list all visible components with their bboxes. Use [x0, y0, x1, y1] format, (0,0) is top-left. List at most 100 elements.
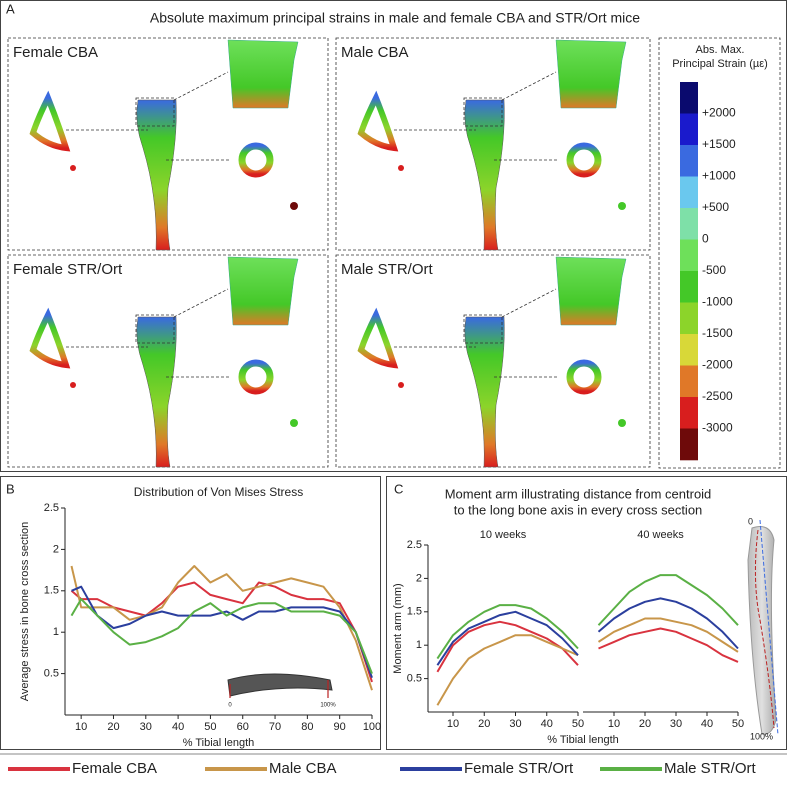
- tibia: [136, 316, 177, 468]
- x-tick-label: 30: [140, 721, 152, 733]
- colorbar-label: -2500: [702, 389, 733, 403]
- connector: [173, 71, 229, 101]
- line-series: [436, 604, 579, 660]
- line-series: [597, 597, 739, 650]
- c-bone-label: 100%: [750, 731, 773, 741]
- inset-bone: [227, 673, 333, 697]
- bone-section: [29, 90, 71, 152]
- y-axis-label: Average stress in bone cross section: [19, 522, 31, 702]
- y-tick-label: 0.5: [407, 673, 422, 685]
- colorbar-label: -2000: [702, 358, 733, 372]
- zoom-box: [463, 314, 503, 344]
- legend-label: Female STR/Ort: [464, 760, 574, 777]
- top-inset: [555, 39, 627, 109]
- x-tick-label: 90: [334, 721, 346, 733]
- subpanel-title: Male STR/Ort: [341, 261, 434, 278]
- colorbar-swatch: [680, 365, 698, 398]
- x-tick-label: 30: [509, 718, 521, 730]
- colorbar-swatch: [680, 145, 698, 177]
- colorbar-title: Abs. Max.: [696, 44, 745, 56]
- line-series: [436, 610, 579, 666]
- bone-dot: [398, 165, 404, 171]
- panel-b-frame: [0, 476, 381, 750]
- line-series: [436, 634, 579, 706]
- chart-subtitle: 10 weeks: [480, 529, 527, 541]
- colorbar-swatch: [680, 271, 698, 303]
- x-tick-label: 100: [363, 721, 381, 733]
- y-tick-label: 1: [53, 626, 59, 638]
- colorbar-swatch: [680, 176, 698, 209]
- bone-dot: [290, 202, 298, 210]
- x-tick-label: 50: [204, 721, 216, 733]
- panel-a-title: Absolute maximum principal strains in ma…: [150, 10, 640, 26]
- chart-title: Distribution of Von Mises Stress: [134, 485, 303, 499]
- panel-label: B: [6, 481, 15, 496]
- y-tick-label: 0.5: [44, 668, 59, 680]
- x-tick-label: 60: [237, 721, 249, 733]
- colorbar-swatch: [680, 82, 698, 114]
- x-axis-label: % Tibial length: [183, 737, 255, 749]
- colorbar-label: -1000: [702, 295, 733, 309]
- colorbar-swatch: [680, 239, 698, 272]
- x-tick-label: 50: [732, 718, 744, 730]
- colorbar-label: +500: [702, 200, 729, 214]
- top-inset: [227, 39, 299, 109]
- bone-section: [357, 307, 399, 369]
- top-inset: [227, 256, 299, 326]
- subpanel-title: Female STR/Ort: [13, 261, 123, 278]
- panel-label: A: [6, 1, 15, 16]
- colorbar-swatch: [680, 428, 698, 461]
- panel-label: C: [394, 481, 403, 496]
- y-tick-label: 2.5: [407, 539, 422, 551]
- bone-section: [29, 307, 71, 369]
- y-axis-label: Moment arm (mm): [392, 583, 404, 673]
- colorbar-swatch: [680, 334, 698, 366]
- y-tick-label: 1.5: [407, 606, 422, 618]
- colorbar-swatch: [680, 113, 698, 146]
- cross-section: [566, 142, 602, 178]
- colorbar-label: -500: [702, 263, 726, 277]
- colorbar-swatch: [680, 397, 698, 429]
- bone-dot: [70, 165, 76, 171]
- legend-label: Male STR/Ort: [664, 760, 757, 777]
- x-tick-label: 10: [447, 718, 459, 730]
- line-series: [597, 574, 739, 626]
- tibia: [464, 99, 505, 251]
- colorbar-label: -1500: [702, 326, 733, 340]
- y-tick-label: 1.5: [44, 585, 59, 597]
- zoom-box: [135, 314, 175, 344]
- colorbar-label: +1000: [702, 169, 736, 183]
- y-tick-label: 1: [416, 639, 422, 651]
- bone-dot: [70, 382, 76, 388]
- x-tick-label: 20: [478, 718, 490, 730]
- colorbar-swatch: [680, 208, 698, 240]
- line-series: [70, 565, 373, 691]
- colorbar-label: -3000: [702, 421, 733, 435]
- bone-section: [357, 90, 399, 152]
- zoom-box: [135, 97, 175, 127]
- cross-section: [566, 359, 602, 395]
- connector: [501, 288, 557, 318]
- line-series: [71, 585, 373, 679]
- panel-c-title: Moment arm illustrating distance from ce…: [445, 486, 712, 501]
- panel-a-frame: [0, 0, 787, 472]
- tibia: [136, 99, 177, 251]
- chart-subtitle: 40 weeks: [637, 529, 684, 541]
- x-tick-label: 40: [541, 718, 553, 730]
- colorbar-title: Principal Strain (µε): [672, 58, 768, 70]
- colorbar-label: +2000: [702, 106, 736, 120]
- line-series: [70, 581, 373, 683]
- c-bone-label: 0: [748, 516, 753, 526]
- x-tick-label: 10: [75, 721, 87, 733]
- line-series: [70, 598, 373, 674]
- x-tick-label: 40: [701, 718, 713, 730]
- line-series: [436, 620, 579, 673]
- y-tick-label: 2.5: [44, 502, 59, 514]
- x-tick-label: 30: [670, 718, 682, 730]
- bone-dot: [618, 202, 626, 210]
- x-tick-label: 40: [172, 721, 184, 733]
- colorbar-frame: [658, 37, 781, 469]
- x-axis-label: % Tibial length: [547, 734, 619, 746]
- legend-label: Male CBA: [269, 760, 337, 777]
